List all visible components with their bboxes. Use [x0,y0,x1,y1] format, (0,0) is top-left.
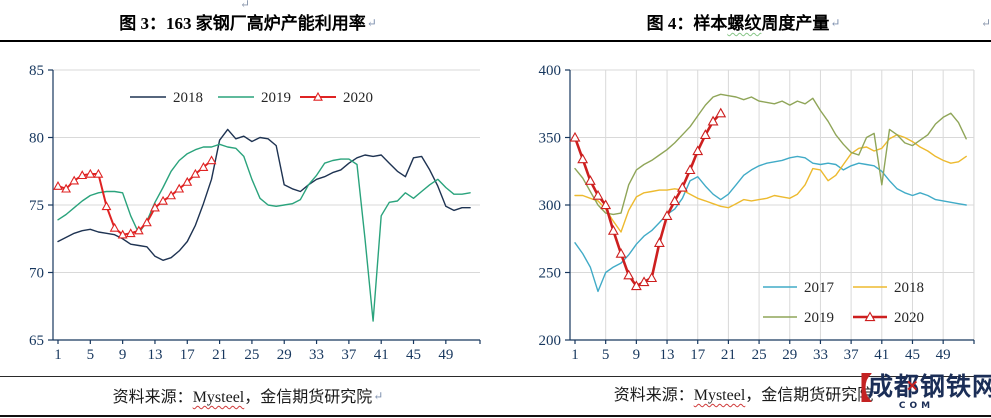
source-label: 资料来源： [613,387,694,404]
series-2018 [574,134,967,233]
source-org: ，金信期货研究院 [745,387,874,404]
x-tick-label: 41 [374,347,389,363]
gridlines [570,69,975,340]
x-tick-label: 33 [309,347,324,363]
x-tick-label: 17 [180,347,196,363]
figure3-title: 图 3：163 家钢厂高炉产能利用率↵ [0,6,496,40]
paragraph-mark-icon: ↵ [830,16,841,30]
x-tick-label: 13 [147,347,162,363]
x-tick-label: 49 [438,347,453,363]
series-2017 [574,155,967,293]
x-tick-label: 29 [277,347,292,363]
series-2018 [57,128,471,262]
y-tick-label: 250 [539,266,562,282]
y-tick-label: 350 [539,131,562,147]
legend-label-2017: 2017 [804,280,835,296]
y-tick-label: 75 [29,198,44,214]
paragraph-mark-icon: ↵ [366,16,377,30]
series-2019 [57,143,471,322]
series-2019 [574,93,967,216]
axes [565,69,975,344]
legend-label-2020: 2020 [894,310,924,326]
figure4-title-prefix: 图 4：样本 [646,14,728,33]
table-bottom-border [0,415,991,417]
legend-label-2018: 2018 [894,280,924,296]
figure4-title-suffix: 周度产量 [761,14,830,33]
x-tick-label: 17 [690,347,706,363]
figure3-title-text: 图 3：163 家钢厂高炉产能利用率 [119,14,366,33]
axis-labels: 65 70 75 80 85 1 5 9 13 17 21 25 29 33 37 41 45 49 [29,63,453,363]
x-tick-label: 45 [406,347,421,363]
x-tick-label: 41 [874,347,889,363]
legend-label-2019: 2019 [804,310,834,326]
y-tick-label: 200 [539,333,562,349]
source-label: 资料来源： [112,389,193,406]
title-divider-line [0,40,991,42]
x-tick-label: 37 [844,347,860,363]
x-tick-label: 5 [87,347,95,363]
y-tick-label: 70 [29,266,44,282]
x-tick-label: 21 [212,347,227,363]
x-tick-label: 1 [571,347,579,363]
legend-label-2018: 2018 [173,90,203,106]
x-tick-label: 5 [602,347,610,363]
paragraph-mark-icon: ↵ [373,389,384,403]
gridlines [53,69,480,273]
y-tick-label: 85 [29,63,44,79]
figure4-title: 图 4：样本螺纹周度产量↵ [496,6,991,40]
x-tick-label: 21 [721,347,736,363]
figure3-source: 资料来源：Mysteel，金信期货研究院↵ [0,380,496,414]
source-divider-line [0,376,991,377]
x-tick-label: 25 [244,347,259,363]
legend-label-2020: 2020 [343,90,373,106]
legend: 2017 2018 2019 2020 [763,280,924,326]
paragraph-mark-icon: ↵ [981,16,991,30]
x-tick-label: 1 [54,347,62,363]
figure4-source: 资料来源：Mysteel，金信期货研究院 [496,380,991,414]
series-2020 [569,107,727,291]
x-tick-label: 9 [633,347,641,363]
paragraph-mark-icon: ↵ [240,0,251,11]
y-tick-label: 65 [29,333,44,349]
y-tick-label: 300 [539,198,562,214]
legend: 2018 2019 2020 [130,90,373,106]
figure4-title-spellcheck-word: 螺纹 [727,14,762,33]
series-2020 [53,155,217,239]
x-tick-label: 25 [752,347,767,363]
x-tick-label: 45 [905,347,920,363]
axis-labels: 200 250 300 350 400 1 5 9 13 17 21 25 29 33 37 41 45 49 [539,63,951,363]
x-tick-label: 49 [936,347,951,363]
source-org: ，金信期货研究院 [244,389,373,406]
y-tick-label: 80 [29,131,44,147]
x-tick-label: 13 [660,347,675,363]
x-tick-label: 29 [782,347,797,363]
axes [48,69,481,344]
x-tick-label: 9 [119,347,127,363]
x-tick-label: 33 [813,347,828,363]
source-vendor: Mysteel [693,387,746,404]
x-tick-label: 37 [341,347,357,363]
legend-label-2019: 2019 [261,90,291,106]
y-tick-label: 400 [539,63,562,79]
source-vendor: Mysteel [192,389,245,406]
